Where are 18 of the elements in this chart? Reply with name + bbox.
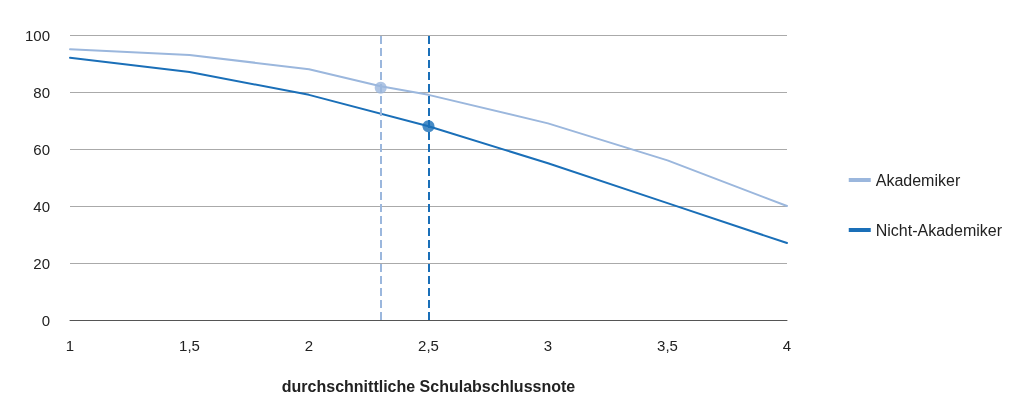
y-tick-label: 80 bbox=[33, 83, 50, 101]
y-tick-label: 60 bbox=[33, 140, 50, 158]
y-tick-label: 40 bbox=[33, 197, 50, 215]
line-series bbox=[69, 56, 788, 245]
y-tick-label: 0 bbox=[41, 311, 50, 329]
x-tick-label: 2 bbox=[304, 337, 314, 354]
x-tick-label: 1 bbox=[65, 337, 75, 354]
legend-label: Nicht-Akademiker bbox=[875, 221, 1003, 239]
line-series bbox=[69, 48, 788, 207]
legend-label: Akademiker bbox=[875, 171, 961, 189]
x-tick-label: 3,5 bbox=[657, 337, 678, 354]
x-tick-label: 2,5 bbox=[418, 337, 439, 354]
x-tick-label: 3 bbox=[543, 337, 553, 354]
x-tick-label: 4 bbox=[782, 337, 792, 354]
y-tick-label: 100 bbox=[24, 26, 50, 44]
x-tick-label: 1,5 bbox=[179, 337, 200, 354]
y-tick-label: 20 bbox=[33, 254, 50, 272]
x-axis-title: durchschnittliche Schulabschlussnote bbox=[281, 377, 576, 395]
